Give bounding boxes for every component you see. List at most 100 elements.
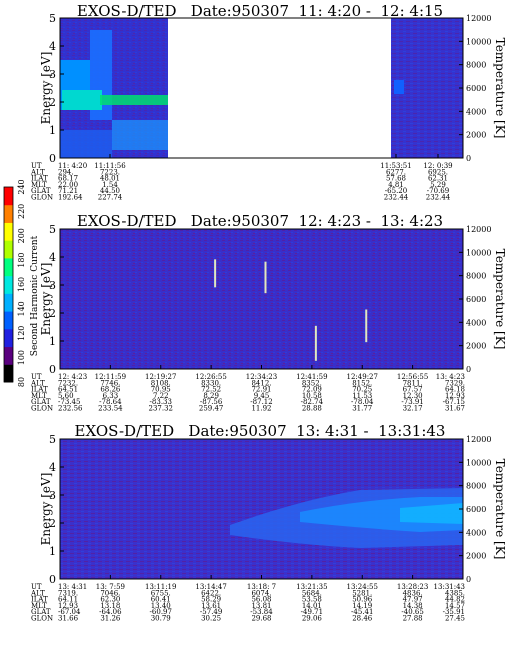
orbit-row-label: GLON <box>31 194 53 202</box>
orbit-value-alt: 6755. <box>151 589 171 597</box>
orbit-value-ilat: 70.25 <box>352 386 372 394</box>
colorbar-swatch <box>4 222 13 241</box>
orbit-value-glon: 232.44 <box>384 194 409 202</box>
orbit-value-ut: 11:53:51 <box>380 162 411 170</box>
orbit-value-glat: 71.21 <box>58 187 78 195</box>
panel-3-temperature-label: Temperature [K] <box>493 459 505 560</box>
orbit-value-glon: 227.74 <box>98 194 123 202</box>
temperature-tick-label: 4000 <box>466 318 486 327</box>
orbit-value-glat: -78.04 <box>351 398 374 406</box>
orbit-row-label: ILAT <box>31 175 48 183</box>
colorbar-tick-label: 120 <box>17 326 26 341</box>
orbit-value-ilat: 72.52 <box>201 386 221 394</box>
orbit-value-alt: 4385. <box>445 589 465 597</box>
orbit-value-glon: 28.46 <box>352 615 373 623</box>
colorbar-swatch <box>4 275 13 294</box>
orbit-value-ut: 13: 7:59 <box>96 583 125 591</box>
orbit-value-mlt: 14.19 <box>352 602 372 610</box>
temperature-tick-label: 12000 <box>466 435 491 444</box>
orbit-value-ilat: 70.95 <box>151 386 171 394</box>
orbit-value-alt: 5684. <box>302 589 322 597</box>
orbit-value-ilat: 64.11 <box>58 596 78 604</box>
orbit-value-ilat: 68.17 <box>58 175 78 183</box>
orbit-value-glat: -45.41 <box>351 608 373 616</box>
orbit-row-label: GLON <box>31 615 53 623</box>
temperature-tick-label: 6000 <box>466 84 486 93</box>
orbit-value-glon: 31.26 <box>100 615 121 623</box>
orbit-row-label: ALT <box>30 168 45 176</box>
orbit-value-mlt: 9.45 <box>254 392 270 400</box>
colorbar-swatch <box>4 328 13 348</box>
temperature-tick-label: 10000 <box>466 248 491 257</box>
energy-tick-label: 2 <box>49 96 56 109</box>
temperature-tick-label: 12000 <box>466 14 491 23</box>
orbit-value-ilat: 64.18 <box>445 386 465 394</box>
orbit-value-mlt: 11.53 <box>352 392 372 400</box>
orbit-value-ut: 12: 0:39 <box>423 162 452 170</box>
orbit-value-ilat: 53.58 <box>302 596 322 604</box>
orbit-value-ut: 12:41:59 <box>296 373 327 381</box>
orbit-value-mlt: 12.93 <box>445 392 465 400</box>
orbit-value-alt: 7232. <box>58 379 78 387</box>
orbit-row-label: UT <box>31 162 42 170</box>
colorbar-tick-label: 220 <box>17 204 26 219</box>
orbit-value-mlt: 5.60 <box>58 392 74 400</box>
temperature-tick-label: 8000 <box>466 61 486 70</box>
orbit-value-alt: 6422. <box>201 589 221 597</box>
orbit-value-ilat: 72.09 <box>302 386 322 394</box>
orbit-value-glat: -87.12 <box>250 398 272 406</box>
orbit-row-label: UT <box>31 373 42 381</box>
energy-tick-label: 4 <box>49 461 56 474</box>
orbit-value-mlt: 4.81 <box>388 181 404 189</box>
temperature-tick-label: 0 <box>466 154 471 163</box>
orbit-value-alt: 6074. <box>251 589 271 597</box>
orbit-value-alt: 7319. <box>58 589 78 597</box>
orbit-value-glon: 32.17 <box>403 405 423 413</box>
orbit-value-glat: -57.49 <box>200 608 222 616</box>
colorbar-swatch <box>4 204 13 223</box>
orbit-value-ilat: 56.08 <box>251 596 271 604</box>
orbit-value-alt: 6277. <box>386 168 406 176</box>
orbit-value-ilat: 62.31 <box>428 175 448 183</box>
orbit-value-alt: 8352. <box>302 379 322 387</box>
orbit-value-mlt: 10.58 <box>302 392 322 400</box>
orbit-value-glon: 28.88 <box>302 405 322 413</box>
orbit-value-alt: 7046. <box>100 589 120 597</box>
panel-1-energy-label: Energy [eV] <box>39 52 53 125</box>
orbit-value-mlt: 1.54 <box>102 181 118 189</box>
energy-tick-label: 4 <box>49 40 56 53</box>
orbit-value-glon: 232.44 <box>426 194 451 202</box>
orbit-value-ut: 13:31:43 <box>434 583 465 591</box>
orbit-value-ut: 13:11:19 <box>145 583 176 591</box>
colorbar-tick-label: 80 <box>17 377 26 387</box>
orbit-value-alt: 8152. <box>352 379 372 387</box>
temperature-tick-label: 2000 <box>466 131 486 140</box>
temperature-tick-label: 4000 <box>466 528 486 537</box>
panel-3: 0 1 2 3 4 5 0 2000 4000 6000 8000 10000 12000 Energy… <box>30 433 505 623</box>
orbit-value-mlt: 14.57 <box>445 602 465 610</box>
panel-1-title: EXOS-D/TED Date:950307 11: 4:20 - 12: 4:… <box>76 2 444 20</box>
orbit-value-glon: 233.54 <box>98 405 123 413</box>
orbit-value-mlt: 12.30 <box>403 392 423 400</box>
orbit-row-label: ALT <box>30 379 45 387</box>
orbit-value-ilat: 57.68 <box>386 175 406 183</box>
orbit-value-glat: -35.91 <box>443 608 465 616</box>
orbit-value-glat: -87.56 <box>200 398 223 406</box>
orbit-value-ut: 13:14:47 <box>195 583 226 591</box>
orbit-value-mlt: 14.38 <box>403 602 423 610</box>
temperature-tick-label: 2000 <box>466 342 486 351</box>
orbit-value-glon: 259.47 <box>199 405 224 413</box>
temperature-tick-label: 8000 <box>466 272 486 281</box>
orbit-row-label: MLT <box>31 181 47 189</box>
orbit-value-glon: 237.32 <box>149 405 174 413</box>
colorbar-tick-label: 140 <box>17 301 26 316</box>
temperature-tick-label: 6000 <box>466 505 486 514</box>
colorbar-label: Second Harmonic Current <box>30 235 40 356</box>
orbit-value-mlt: 7.22 <box>153 392 169 400</box>
panel-2-temperature-label: Temperature [K] <box>493 249 505 350</box>
orbit-value-glat: -49.71 <box>301 608 323 616</box>
colorbar-tick-label: 100 <box>17 350 26 365</box>
orbit-value-alt: 6925. <box>428 168 448 176</box>
orbit-value-mlt: 13.81 <box>251 602 271 610</box>
orbit-value-alt: 5281. <box>352 589 372 597</box>
